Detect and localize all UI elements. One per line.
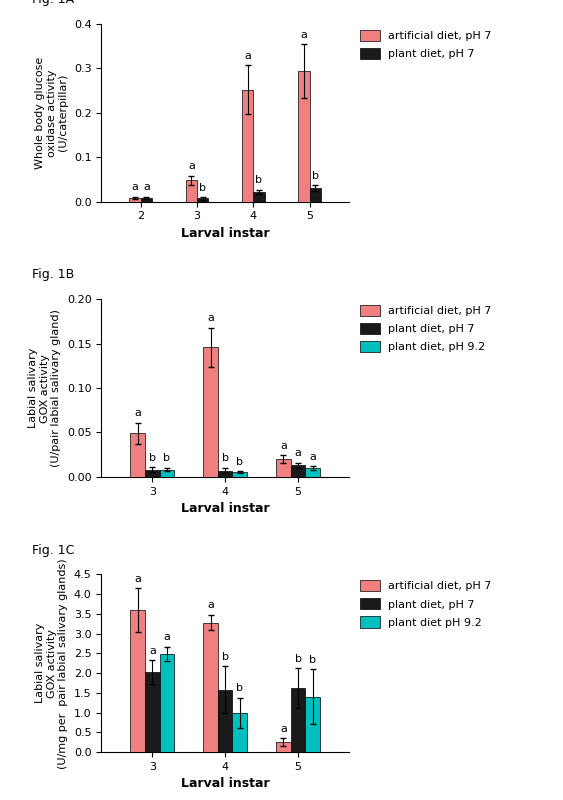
Bar bbox=[131, 610, 145, 752]
Text: b: b bbox=[163, 454, 171, 463]
Legend: artificial diet, pH 7, plant diet, pH 7, plant diet, pH 9.2: artificial diet, pH 7, plant diet, pH 7,… bbox=[360, 305, 492, 353]
Y-axis label: Labial salivary
GOX activity
(U/pair labial salivary gland): Labial salivary GOX activity (U/pair lab… bbox=[28, 309, 61, 467]
Text: a: a bbox=[163, 632, 171, 642]
Bar bbox=[129, 198, 141, 202]
X-axis label: Larval instar: Larval instar bbox=[181, 502, 270, 515]
Text: b: b bbox=[309, 654, 316, 665]
Text: b: b bbox=[294, 654, 302, 664]
Text: a: a bbox=[149, 646, 156, 656]
Text: Fig. 1B: Fig. 1B bbox=[32, 269, 74, 282]
Text: Fig. 1C: Fig. 1C bbox=[32, 544, 74, 557]
Bar bbox=[276, 742, 291, 752]
Bar bbox=[291, 466, 305, 477]
Bar bbox=[305, 697, 320, 752]
Bar bbox=[218, 470, 233, 477]
Y-axis label: Labial salivary
GOX activity
(U/mg per  pair labial salivary glands): Labial salivary GOX activity (U/mg per p… bbox=[35, 558, 68, 769]
Text: b: b bbox=[222, 651, 229, 662]
Text: a: a bbox=[207, 313, 214, 323]
Bar bbox=[242, 90, 253, 202]
Text: a: a bbox=[280, 724, 287, 734]
Bar bbox=[276, 459, 291, 477]
Bar bbox=[131, 434, 145, 477]
Bar bbox=[291, 688, 305, 752]
Text: b: b bbox=[256, 175, 262, 185]
Text: b: b bbox=[199, 182, 206, 193]
Bar bbox=[253, 192, 265, 202]
Text: b: b bbox=[236, 683, 243, 693]
Text: a: a bbox=[294, 448, 302, 458]
Text: Fig. 1A: Fig. 1A bbox=[32, 0, 74, 6]
Bar bbox=[203, 622, 218, 752]
Bar bbox=[160, 654, 174, 752]
Text: b: b bbox=[222, 454, 229, 463]
Text: a: a bbox=[143, 182, 150, 192]
Text: a: a bbox=[244, 51, 251, 61]
Text: a: a bbox=[309, 452, 316, 462]
Bar bbox=[160, 470, 174, 477]
Legend: artificial diet, pH 7, plant diet, pH 7: artificial diet, pH 7, plant diet, pH 7 bbox=[360, 30, 492, 59]
Text: a: a bbox=[280, 441, 287, 451]
Text: b: b bbox=[236, 457, 243, 467]
Bar bbox=[145, 470, 160, 477]
Text: b: b bbox=[149, 453, 156, 462]
Bar bbox=[233, 713, 247, 752]
Bar bbox=[298, 71, 310, 202]
Legend: artificial diet, pH 7, plant diet, pH 7, plant diet pH 9.2: artificial diet, pH 7, plant diet, pH 7,… bbox=[360, 580, 492, 628]
Text: a: a bbox=[132, 182, 138, 192]
Bar bbox=[310, 188, 321, 202]
Text: a: a bbox=[301, 30, 307, 40]
X-axis label: Larval instar: Larval instar bbox=[181, 778, 270, 790]
Y-axis label: Whole body glucose
oxidase activity
(U/caterpillar): Whole body glucose oxidase activity (U/c… bbox=[35, 57, 68, 169]
X-axis label: Larval instar: Larval instar bbox=[181, 227, 270, 240]
Bar bbox=[233, 472, 247, 477]
Text: a: a bbox=[207, 600, 214, 610]
Text: a: a bbox=[188, 162, 195, 171]
Bar bbox=[305, 468, 320, 477]
Bar bbox=[141, 198, 152, 202]
Bar bbox=[197, 198, 208, 202]
Text: a: a bbox=[135, 408, 141, 418]
Bar bbox=[203, 347, 218, 477]
Bar bbox=[218, 690, 233, 752]
Text: b: b bbox=[312, 170, 319, 181]
Text: a: a bbox=[135, 574, 141, 584]
Bar bbox=[145, 672, 160, 752]
Bar bbox=[186, 180, 197, 202]
